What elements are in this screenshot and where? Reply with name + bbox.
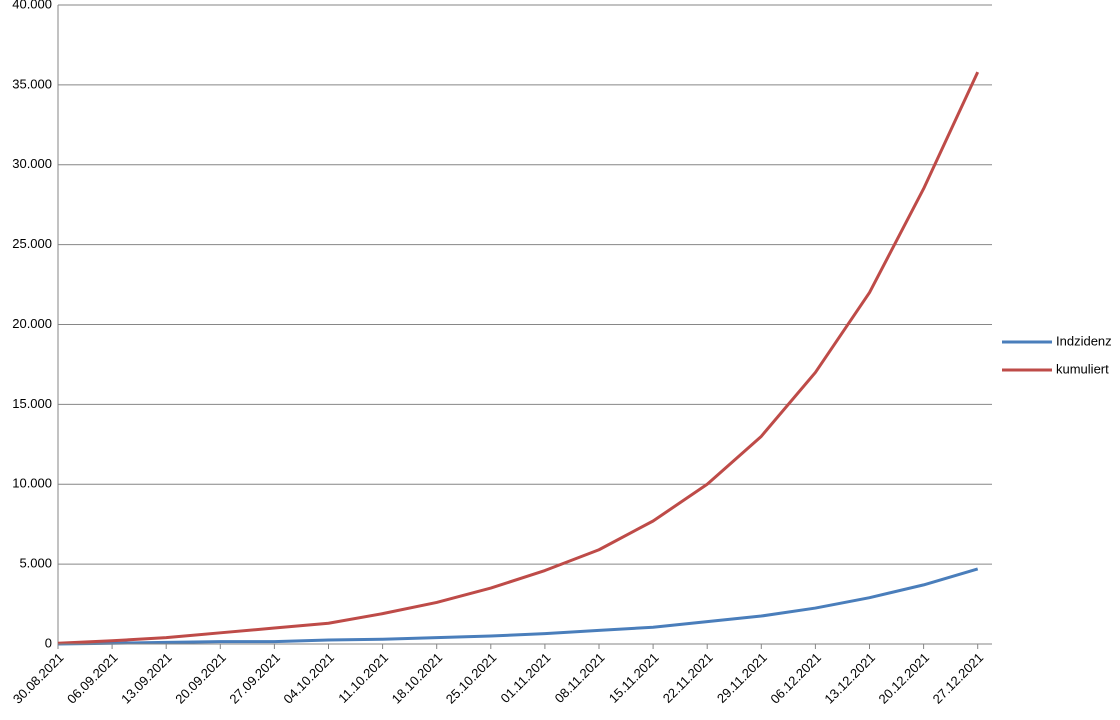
legend-label: Indzidenz: [1056, 333, 1112, 348]
series-line: [57, 71, 980, 645]
y-tick-label: 40.000: [12, 0, 52, 11]
legend-label: kumuliert: [1056, 361, 1109, 376]
x-tick-label: 06.12.2021: [767, 650, 824, 707]
y-tick-label: 35.000: [12, 76, 52, 91]
x-tick-label: 11.10.2021: [335, 650, 391, 706]
y-tick-label: 10.000: [12, 476, 52, 491]
x-tick-label: 20.12.2021: [876, 650, 933, 707]
y-tick-label: 20.000: [12, 316, 52, 331]
x-tick-label: 18.10.2021: [389, 650, 446, 707]
x-tick-label: 29.11.2021: [714, 650, 770, 706]
y-tick-label: 5.000: [19, 556, 52, 571]
x-tick-label: 13.09.2021: [118, 650, 175, 707]
y-tick-label: 15.000: [12, 396, 52, 411]
y-tick-label: 0: [45, 635, 52, 650]
x-tick-label: 20.09.2021: [172, 650, 229, 707]
series-line: [57, 567, 979, 646]
y-tick-label: 30.000: [12, 156, 52, 171]
x-tick-label: 01.11.2021: [498, 650, 554, 706]
x-tick-label: 13.12.2021: [821, 650, 878, 707]
x-tick-label: 25.10.2021: [443, 650, 500, 707]
y-tick-label: 25.000: [12, 236, 52, 251]
x-tick-label: 27.12.2021: [930, 650, 987, 707]
x-tick-label: 06.09.2021: [64, 650, 121, 707]
x-tick-label: 30.08.2021: [10, 650, 67, 707]
x-tick-label: 15.11.2021: [606, 650, 662, 706]
x-tick-label: 27.09.2021: [226, 650, 283, 707]
x-tick-label: 04.10.2021: [280, 650, 337, 707]
x-tick-label: 08.11.2021: [552, 650, 608, 706]
x-tick-label: 22.11.2021: [660, 650, 716, 706]
